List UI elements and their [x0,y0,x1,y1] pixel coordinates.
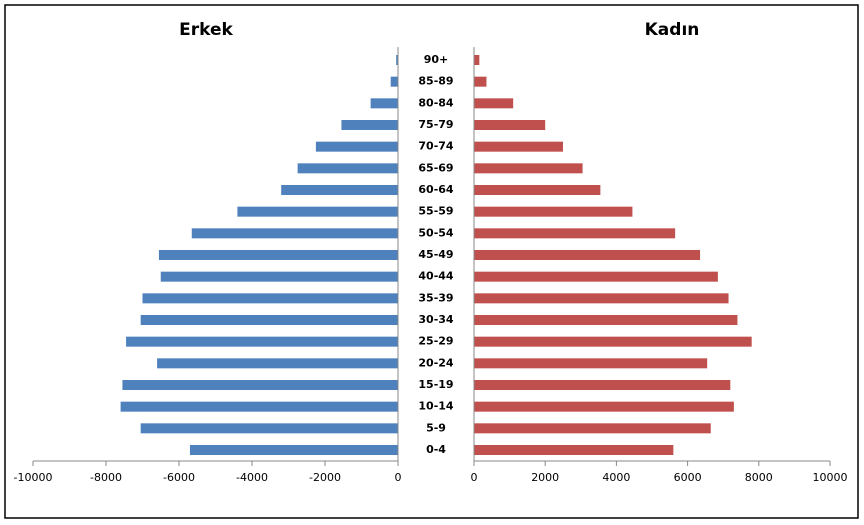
bar [237,206,398,217]
x-tick-label: 0 [471,471,478,484]
bar [126,336,398,347]
category-label: 40-44 [418,270,454,283]
x-tick-label: -4000 [236,471,268,484]
bar [191,228,398,239]
x-tick-label: 10000 [813,471,848,484]
x-tick-label: 2000 [531,471,559,484]
bar [474,55,480,65]
bar [474,206,633,217]
category-label: 5-9 [426,421,446,434]
bar [474,76,487,87]
bar [474,271,718,282]
bar [396,55,398,65]
bar [297,163,398,174]
category-label: 65-69 [418,161,453,174]
right-title: Kadın [645,20,700,40]
bar [474,336,752,347]
category-label: 15-19 [418,378,453,391]
category-label: 30-34 [418,313,454,326]
x-tick-label: 4000 [602,471,630,484]
bar [370,98,398,109]
category-label: 35-39 [418,291,453,304]
bar [281,185,398,195]
bar [120,401,398,412]
bar [474,358,708,369]
bar [158,250,398,260]
x-tick-label: -2000 [309,471,341,484]
x-tick-label: 8000 [745,471,773,484]
category-label: 55-59 [418,205,453,218]
bar [474,380,731,390]
bar [157,358,398,369]
bar [474,141,563,152]
bar [474,163,583,174]
x-tick-label: 6000 [674,471,702,484]
bar [474,423,711,434]
bar [474,445,674,455]
left-title: Erkek [179,20,233,40]
bar [189,445,398,455]
bar [160,271,398,282]
category-label: 0-4 [426,443,446,456]
bar [341,120,398,130]
category-label: 70-74 [418,140,454,153]
bar [474,120,546,130]
category-label: 45-49 [418,248,453,261]
bar [474,185,601,195]
bar [315,141,398,152]
category-label: 90+ [424,53,449,66]
x-tick-label: -10000 [14,471,53,484]
category-label: 60-64 [418,183,454,196]
bar [142,293,398,304]
category-label: 75-79 [418,118,453,131]
bar [140,315,399,325]
category-label: 20-24 [418,356,454,369]
x-tick-label: -8000 [90,471,122,484]
bar [122,380,399,390]
x-tick-label: 0 [395,471,402,484]
category-label: 25-29 [418,335,453,348]
category-label: 10-14 [418,400,454,413]
x-tick-label: -6000 [163,471,195,484]
bar [474,98,514,109]
bar [140,423,399,434]
bar [474,228,676,239]
category-label: 85-89 [418,75,453,88]
bar [474,250,701,260]
bar [390,76,398,87]
bar [474,315,738,325]
bar [474,293,729,304]
category-label: 50-54 [418,226,454,239]
category-label: 80-84 [418,96,454,109]
bar [474,401,734,412]
